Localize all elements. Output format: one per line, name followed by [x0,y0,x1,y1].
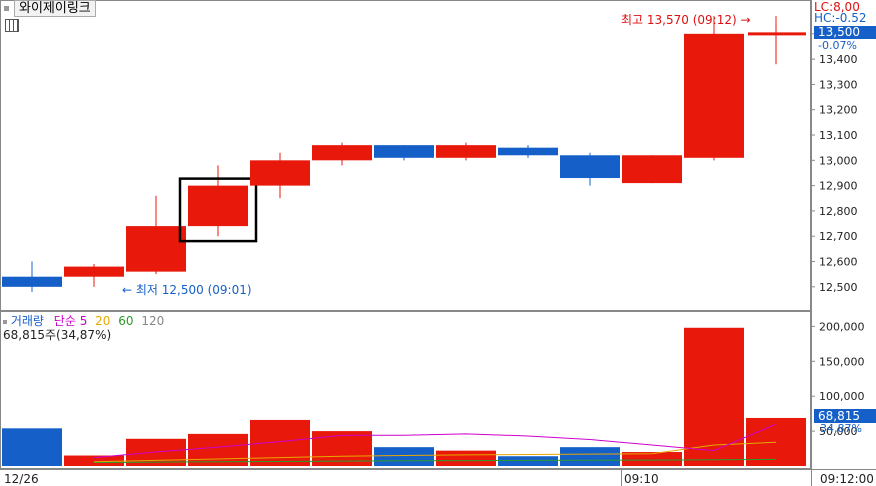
price-badge: 13,500 [814,26,876,39]
stock-name[interactable]: 와이제이링크 [14,0,96,17]
price-tick-label: 12,900 [819,180,858,193]
price-tick-label: 12,800 [819,205,858,218]
table-icon[interactable] [5,19,19,32]
price-tick-label: 12,700 [819,230,858,243]
candle-body [436,145,496,158]
volume-tick-label: 150,000 [819,355,865,368]
low-annotation-text: 최저 12,500 (09:01) [135,283,252,297]
hc-text: HC:-0.52 [814,11,867,25]
price-change-pct: -0.07% [818,39,857,52]
ma60-line [93,458,777,464]
price-tick-label: 13,100 [819,129,858,142]
candle-body [374,145,434,158]
highlight-box [178,177,258,243]
candle-body [2,276,62,287]
price-tick-label: 12,600 [819,256,858,269]
title-bar: 와이제이링크 [2,0,96,17]
volume-bar [498,456,558,466]
volume-bar [746,417,806,466]
menu-square-icon[interactable] [4,6,9,11]
ma-period-5: 5 [79,314,88,328]
volume-bar [374,447,434,466]
x-label-0910: 09:10 [624,472,659,486]
volume-bar [436,450,496,466]
price-tick-label: 13,400 [819,53,858,66]
candle-body [188,185,248,227]
candle-body [560,155,620,179]
volume-bar [188,433,248,466]
ma-label: 단순 [53,314,76,328]
volume-badge-value: 68,815 [818,409,860,423]
volume-tick-label: 50,000 [819,425,858,438]
price-tick-label: 13,000 [819,154,858,167]
high-annotation: 최고 13,570 (09:12) → [621,11,751,28]
volume-bar [2,428,62,466]
volume-plot [2,327,806,466]
candle-body [64,266,124,277]
volume-legend: 거래량 단순 5 20 60 120 [3,312,164,329]
volume-bar [622,452,682,466]
ma-period-120: 120 [141,314,165,328]
ma-period-60: 60 [118,314,134,328]
volume-bar [64,455,124,466]
price-plot [2,16,806,292]
volume-tick-label: 200,000 [819,320,865,333]
volume-badge-pct: 34,87% [820,422,862,435]
candle-body [622,155,682,184]
volume-bar [560,447,620,466]
menu-square-icon[interactable] [3,319,7,324]
volume-bar [684,327,744,466]
candle-body [126,226,186,272]
arrow-right-icon: → [740,13,751,27]
candle-body [250,160,310,186]
price-tick-label: 13,300 [819,78,858,91]
price-tick-label: 13,200 [819,104,858,117]
candle-body [684,33,744,158]
price-tick-label: 12,500 [819,281,858,294]
high-annotation-text: 최고 13,570 (09:12) [621,13,737,27]
volume-panel-frame [0,311,811,469]
x-label-091200: 09:12:00 [820,472,874,486]
candle-body [498,147,558,156]
price-panel-frame [0,0,811,311]
ma-period-20: 20 [95,314,111,328]
axis-labels: 12,500 12,600 12,700 12,800 12,900 13,000 13,1… [621,28,865,486]
ma5-line [93,423,777,459]
volume-badge: 68,815 [814,409,876,423]
volume-tick-label: 100,000 [819,390,865,403]
low-annotation: ← 최저 12,500 (09:01) [122,281,252,298]
x-label-date: 12/26 [4,472,39,486]
ma20-line [93,441,777,463]
price-badge-value: 13,500 [818,25,860,39]
volume-label: 거래량 [10,314,44,328]
volume-value: 68,815주(34,87%) [3,328,112,342]
arrow-left-icon: ← [122,283,136,297]
lc-text: LC:8,00 [814,0,860,14]
candle-body [312,145,372,161]
